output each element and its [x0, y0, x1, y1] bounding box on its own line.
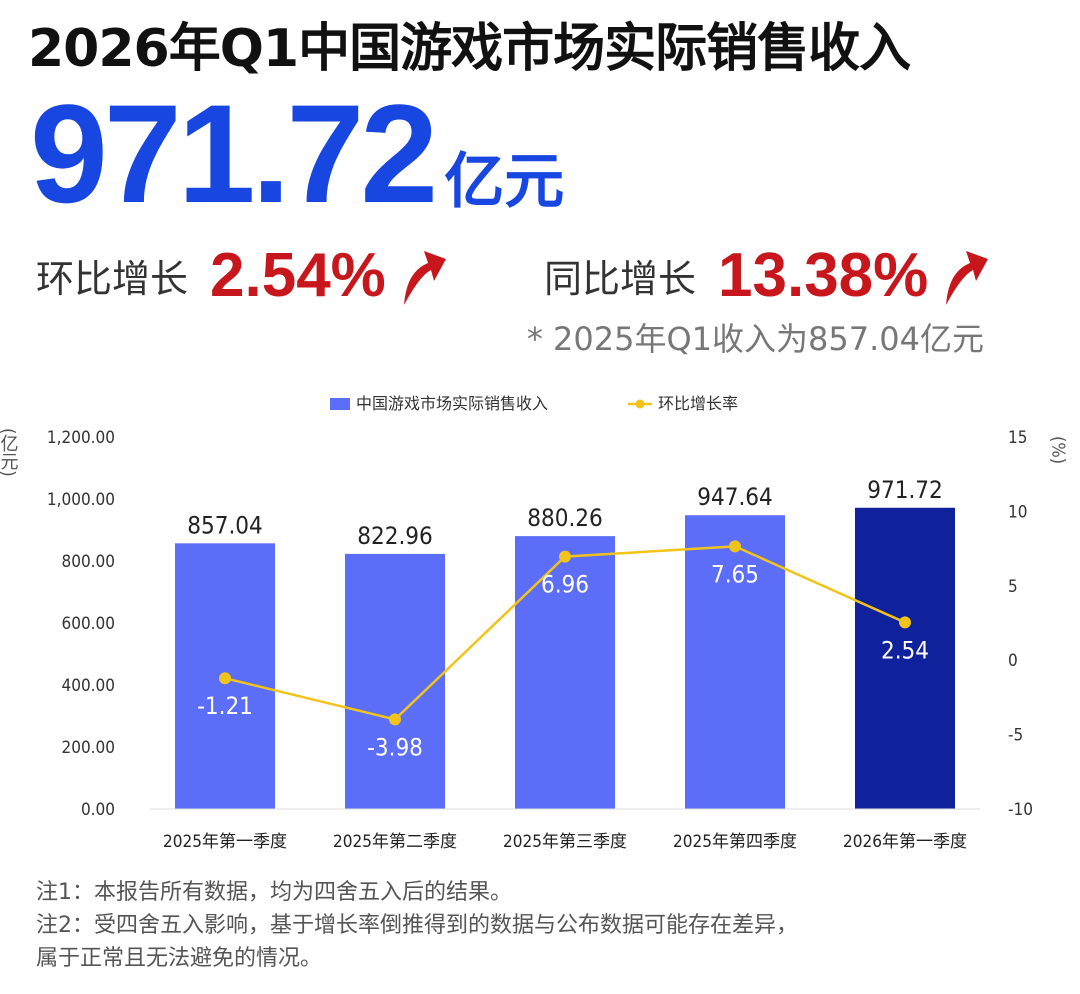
bar-value-label: 947.64: [697, 483, 773, 511]
qoq-label: 环比增长: [36, 257, 189, 301]
x-tick-label: 2025年第一季度: [163, 832, 287, 852]
y-tick-left: 200.00: [62, 738, 116, 758]
y-tick-right: -10: [1008, 800, 1033, 820]
growth-rate-label: 7.65: [711, 560, 759, 588]
y-axis-unit-right: (%): [1048, 436, 1069, 464]
legend-label-growth: 环比增长率: [658, 394, 738, 413]
y-tick-right: 10: [1008, 502, 1027, 522]
qoq-growth: 环比增长 2.54%: [36, 240, 448, 311]
legend-label-revenue: 中国游戏市场实际销售收入: [356, 394, 548, 413]
footnote-3: 属于正常且无法避免的情况。: [36, 946, 323, 971]
growth-rate-point: [729, 540, 741, 553]
x-tick-label: 2025年第三季度: [503, 832, 627, 852]
yoy-value: 13.38%: [718, 241, 929, 310]
growth-rate-label: 2.54: [881, 636, 929, 664]
y-tick-right: 0: [1008, 651, 1018, 671]
bar-value-label: 822.96: [357, 522, 433, 550]
bar-revenue: [855, 507, 955, 809]
footnote-1: 注1：本报告所有数据，均为四舍五入后的结果。: [36, 880, 512, 905]
y-tick-left: 800.00: [62, 552, 116, 572]
revenue-value: 971.72: [30, 75, 438, 232]
y-axis-unit-left: (亿元): [0, 428, 19, 477]
bar-revenue: [685, 515, 785, 809]
base-revenue-note: * 2025年Q1收入为857.04亿元: [526, 320, 984, 358]
x-tick-label: 2025年第四季度: [673, 832, 797, 852]
yoy-growth: 同比增长 13.38%: [544, 240, 990, 311]
y-tick-left: 600.00: [62, 614, 116, 634]
bar-revenue: [515, 536, 615, 809]
revenue-chart: 中国游戏市场实际销售收入 环比增长率 (亿元) (%) 0.00 200.00 400.00…: [0, 394, 1069, 852]
legend-marker-growth: [635, 399, 645, 409]
yoy-label: 同比增长: [544, 257, 697, 301]
y-tick-left: 1,000.00: [47, 490, 115, 510]
footnote-2: 注2：受四舍五入影响，基于增长率倒推得到的数据与公布数据可能存在差异，: [36, 913, 798, 938]
bar-value-label: 880.26: [527, 504, 603, 532]
page-title: 2026年Q1中国游戏市场实际销售收入: [28, 19, 911, 79]
growth-rate-label: -1.21: [197, 692, 253, 720]
growth-rate-point: [899, 616, 911, 629]
footnotes: 注1：本报告所有数据，均为四舍五入后的结果。 注2：受四舍五入影响，基于增长率倒…: [36, 876, 798, 975]
legend-swatch-revenue: [330, 398, 350, 410]
y-tick-left: 1,200.00: [47, 428, 115, 448]
bar-value-label: 857.04: [187, 511, 263, 539]
growth-rate-point: [219, 672, 231, 685]
y-tick-right: 5: [1008, 577, 1018, 597]
x-tick-label: 2025年第二季度: [333, 832, 457, 852]
growth-rate-point: [389, 713, 401, 726]
headline-revenue: 971.72 亿元: [30, 84, 564, 224]
bar-revenue: [345, 553, 445, 809]
y-tick-right: 15: [1008, 428, 1027, 448]
growth-rate-label: -3.98: [367, 733, 423, 761]
up-arrow-icon: [403, 250, 446, 305]
y-tick-left: 0.00: [81, 800, 115, 820]
y-tick-right: -5: [1008, 726, 1023, 746]
growth-rate-label: 6.96: [541, 571, 589, 599]
growth-rate-point: [559, 550, 571, 563]
x-tick-label: 2026年第一季度: [843, 832, 967, 852]
bar-value-label: 971.72: [867, 476, 943, 504]
up-arrow-icon: [946, 250, 989, 305]
revenue-unit: 亿元: [444, 147, 565, 217]
qoq-value: 2.54%: [210, 241, 386, 310]
y-tick-left: 400.00: [62, 676, 116, 696]
